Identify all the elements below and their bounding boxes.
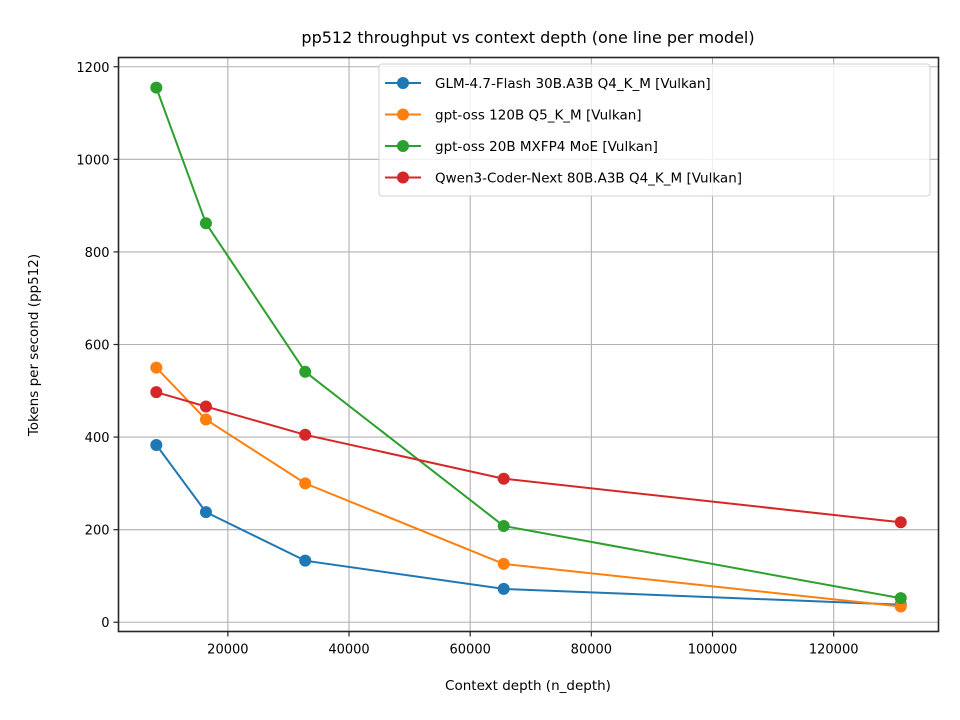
data-point bbox=[150, 386, 163, 399]
data-point bbox=[299, 477, 312, 490]
chart-title: pp512 throughput vs context depth (one l… bbox=[301, 28, 754, 47]
y-tick-label: 800 bbox=[85, 246, 110, 261]
y-axis-label: Tokens per second (pp512) bbox=[26, 254, 42, 437]
legend-box bbox=[378, 63, 931, 197]
series-line bbox=[155, 366, 901, 608]
x-tick-label: 60000 bbox=[450, 643, 491, 658]
data-point bbox=[894, 592, 907, 605]
data-point bbox=[497, 519, 510, 532]
legend-label: gpt-oss 120B Q5_K_M [Vulkan] bbox=[435, 108, 642, 124]
series-0 bbox=[150, 438, 907, 611]
legend-item: Qwen3-Coder-Next 80B.A3B Q4_K_M [Vulkan] bbox=[385, 171, 742, 187]
legend: GLM-4.7-Flash 30B.A3B Q4_K_M [Vulkan] gpt… bbox=[378, 63, 931, 197]
data-point bbox=[497, 557, 510, 570]
x-tick-label: 80000 bbox=[571, 643, 612, 658]
legend-label: gpt-oss 20B MXFP4 MoE [Vulkan] bbox=[435, 139, 658, 155]
x-axis-label: Context depth (n_depth) bbox=[445, 678, 611, 694]
series-layer bbox=[150, 81, 907, 613]
data-point bbox=[497, 472, 510, 485]
legend-item: GLM-4.7-Flash 30B.A3B Q4_K_M [Vulkan] bbox=[385, 76, 711, 92]
legend-item: gpt-oss 120B Q5_K_M [Vulkan] bbox=[385, 108, 642, 124]
data-point bbox=[199, 506, 212, 519]
data-point bbox=[894, 516, 907, 529]
data-point bbox=[199, 413, 212, 426]
data-point bbox=[150, 361, 163, 374]
y-tick-label: 0 bbox=[101, 616, 109, 631]
ticks: 20000 40000 60000 80000 100000 120000 0 200 400 6… bbox=[76, 61, 858, 658]
legend-marker bbox=[397, 108, 409, 121]
y-tick-label: 400 bbox=[85, 431, 110, 446]
legend-marker bbox=[397, 171, 409, 184]
series-line bbox=[156, 391, 901, 524]
legend-label: GLM-4.7-Flash 30B.A3B Q4_K_M [Vulkan] bbox=[435, 76, 711, 92]
data-point bbox=[150, 438, 163, 451]
data-point bbox=[299, 554, 312, 567]
data-point bbox=[299, 428, 312, 441]
legend-item: gpt-oss 20B MXFP4 MoE [Vulkan] bbox=[385, 139, 658, 155]
series-line bbox=[155, 444, 901, 606]
y-tick-label: 1000 bbox=[76, 153, 109, 168]
series-1 bbox=[150, 361, 907, 613]
data-point bbox=[150, 81, 163, 94]
legend-marker bbox=[397, 77, 409, 89]
series-2 bbox=[150, 81, 907, 605]
x-tick-label: 120000 bbox=[809, 643, 859, 658]
data-point bbox=[497, 582, 510, 595]
data-point bbox=[299, 365, 312, 378]
legend-label: Qwen3-Coder-Next 80B.A3B Q4_K_M [Vulkan] bbox=[435, 171, 742, 187]
y-tick-label: 600 bbox=[85, 339, 110, 354]
x-tick-label: 20000 bbox=[207, 643, 248, 658]
legend-marker bbox=[397, 140, 409, 152]
x-tick-label: 40000 bbox=[328, 643, 369, 658]
data-point bbox=[894, 600, 907, 613]
x-tick-label: 100000 bbox=[688, 643, 738, 658]
series-3 bbox=[150, 386, 907, 529]
data-point bbox=[199, 217, 212, 230]
data-point bbox=[199, 400, 212, 413]
y-tick-label: 200 bbox=[85, 524, 110, 539]
y-tick-label: 1200 bbox=[76, 61, 109, 76]
